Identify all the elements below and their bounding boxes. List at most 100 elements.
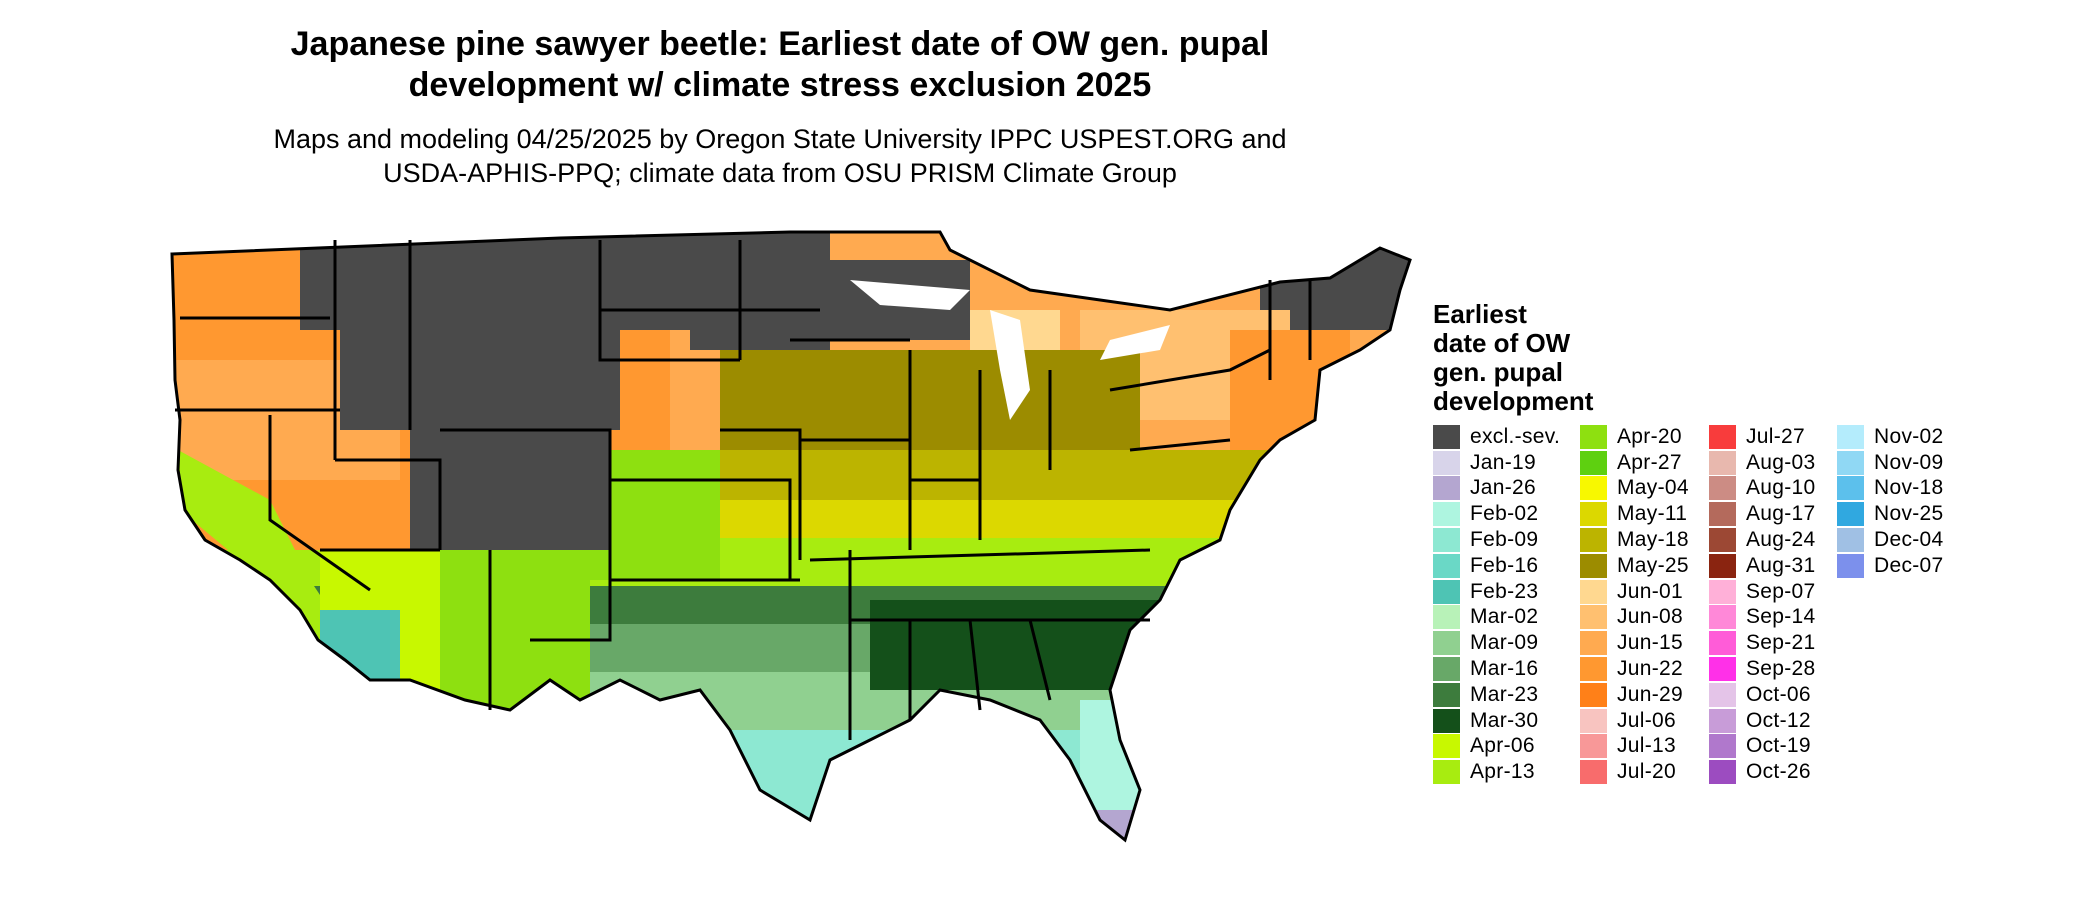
legend-item: Sep-21 (1709, 630, 1816, 656)
legend-item: Aug-10 (1709, 476, 1816, 502)
legend-item: Jul-06 (1580, 708, 1689, 734)
legend-label: May-04 (1617, 476, 1689, 500)
legend-label: Feb-09 (1470, 528, 1539, 552)
legend-item: Feb-16 (1433, 553, 1560, 579)
legend-item: May-04 (1580, 476, 1689, 502)
legend-label: Mar-02 (1470, 605, 1539, 629)
legend-item: Oct-12 (1709, 708, 1816, 734)
legend-swatch (1433, 708, 1460, 733)
legend-label: Apr-13 (1470, 760, 1535, 784)
legend-item: Feb-02 (1433, 501, 1560, 527)
legend-item: May-25 (1580, 553, 1689, 579)
legend-item: Dec-07 (1837, 553, 1944, 579)
legend-label: Oct-06 (1746, 682, 1811, 706)
legend-item: Apr-27 (1580, 450, 1689, 476)
legend-column-1: excl.-sev. Jan-19 Jan-26 Feb-02 Feb-09 Feb-16… (1433, 424, 1560, 785)
legend-label: Sep-21 (1746, 631, 1816, 655)
legend-swatch (1580, 605, 1607, 630)
legend-item: Jun-22 (1580, 656, 1689, 682)
legend-label: excl.-sev. (1470, 424, 1561, 448)
legend-label: Mar-23 (1470, 682, 1539, 706)
legend-label: Jun-22 (1617, 657, 1684, 681)
legend-item: Mar-23 (1433, 682, 1560, 708)
legend-swatch (1433, 502, 1460, 527)
legend-swatch (1709, 657, 1736, 682)
legend-item: Jul-20 (1580, 759, 1689, 785)
legend-label: Jun-15 (1617, 631, 1684, 655)
legend-item: Nov-09 (1837, 450, 1944, 476)
legend-item: Jun-15 (1580, 630, 1689, 656)
legend-label: Apr-06 (1470, 734, 1535, 758)
legend-swatch (1580, 682, 1607, 707)
state-boundaries (170, 230, 1412, 843)
legend-label: Nov-18 (1874, 476, 1944, 500)
legend-swatch (1433, 424, 1460, 449)
legend-swatch (1709, 553, 1736, 578)
legend-swatch (1709, 476, 1736, 501)
legend-swatch (1580, 631, 1607, 656)
legend-item: Mar-02 (1433, 605, 1560, 631)
legend-label: Feb-23 (1470, 579, 1539, 603)
legend-item: Apr-20 (1580, 424, 1689, 450)
legend-swatch (1580, 476, 1607, 501)
legend-label: May-25 (1617, 553, 1689, 577)
legend-label: Apr-20 (1617, 424, 1682, 448)
legend-swatch (1580, 502, 1607, 527)
legend-swatch (1433, 476, 1460, 501)
legend-swatch (1837, 476, 1864, 501)
map-title-line-2: development w/ climate stress exclusion … (408, 66, 1152, 104)
legend-title-line: development (1433, 386, 1594, 416)
legend-swatch (1580, 450, 1607, 475)
legend-item: May-18 (1580, 527, 1689, 553)
legend-swatch (1709, 502, 1736, 527)
legend-label: Mar-09 (1470, 631, 1539, 655)
map-shading (172, 232, 1410, 840)
legend-item: Feb-09 (1433, 527, 1560, 553)
legend-swatch (1837, 502, 1864, 527)
legend-swatch (1580, 528, 1607, 553)
legend-column-4: Nov-02 Nov-09 Nov-18 Nov-25 Dec-04 Dec-07 (1837, 424, 1944, 579)
legend-item: Jul-13 (1580, 734, 1689, 760)
map-subtitle-line-2: USDA-APHIS-PPQ; climate data from OSU PR… (383, 158, 1177, 188)
legend-swatch (1580, 708, 1607, 733)
legend-item: Sep-28 (1709, 656, 1816, 682)
legend-item: Nov-18 (1837, 476, 1944, 502)
legend-label: Feb-02 (1470, 502, 1539, 526)
legend-label: Oct-19 (1746, 734, 1811, 758)
legend-label: Mar-30 (1470, 708, 1539, 732)
legend-label: Jul-20 (1617, 760, 1676, 784)
legend-swatch (1709, 682, 1736, 707)
legend-swatch (1433, 605, 1460, 630)
legend-swatch (1433, 528, 1460, 553)
legend-swatch (1709, 631, 1736, 656)
legend-item: Jun-01 (1580, 579, 1689, 605)
legend-swatch (1709, 605, 1736, 630)
legend-label: Aug-10 (1746, 476, 1816, 500)
legend-item: Nov-02 (1837, 424, 1944, 450)
legend-item: Mar-16 (1433, 656, 1560, 682)
conus-map (170, 230, 1412, 843)
legend-title-line: date of OW (1433, 328, 1571, 358)
legend-swatch (1433, 631, 1460, 656)
map-title: Japanese pine sawyer beetle: Earliest da… (150, 24, 1410, 106)
great-lakes (850, 280, 1170, 420)
legend-item: Aug-24 (1709, 527, 1816, 553)
legend-item: Nov-25 (1837, 501, 1944, 527)
legend-label: Jun-01 (1617, 579, 1684, 603)
legend-swatch (1580, 657, 1607, 682)
legend-label: Jul-27 (1746, 424, 1805, 448)
legend-swatch (1837, 528, 1864, 553)
legend-item: Jun-08 (1580, 605, 1689, 631)
legend-label: Jan-26 (1470, 476, 1537, 500)
legend-swatch (1580, 553, 1607, 578)
legend-label: Dec-07 (1874, 553, 1944, 577)
legend-item: Dec-04 (1837, 527, 1944, 553)
legend-label: Aug-03 (1746, 450, 1816, 474)
legend-swatch (1709, 734, 1736, 759)
legend-label: May-18 (1617, 528, 1689, 552)
legend-item: Oct-19 (1709, 734, 1816, 760)
legend-swatch (1433, 657, 1460, 682)
legend-item: Jan-26 (1433, 476, 1560, 502)
legend-label: Feb-16 (1470, 553, 1539, 577)
legend-swatch (1709, 528, 1736, 553)
